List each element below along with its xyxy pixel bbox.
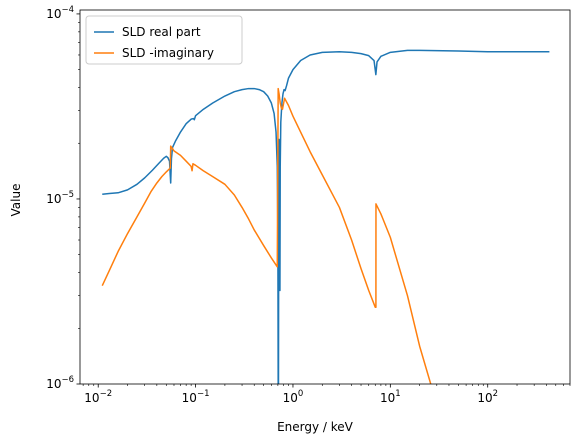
plot-frame: [79, 9, 571, 385]
x-axis: 10−2 10−1 100 101 102: [82, 384, 571, 405]
legend: SLD real part SLD -imaginary: [85, 15, 243, 65]
legend-label-0: SLD real part: [122, 25, 201, 39]
y-axis: 10−6 10−5 10−4: [46, 5, 80, 391]
x-tick-label: 100: [283, 389, 304, 405]
plot-area: [79, 9, 571, 385]
series-line-0: [102, 49, 550, 384]
y-tick-label: 10−5: [46, 190, 74, 206]
y-tick-label: 10−6: [46, 375, 74, 391]
x-tick-label: 10−2: [84, 389, 112, 405]
legend-box: [85, 15, 243, 65]
x-tick-label: 101: [380, 389, 401, 405]
y-axis-label: Value: [9, 184, 23, 217]
x-tick-label: 102: [477, 389, 498, 405]
x-axis-label: Energy / keV: [277, 420, 354, 434]
x-tick-label: 10−1: [182, 389, 210, 405]
legend-label-1: SLD -imaginary: [122, 46, 214, 60]
series-line-1: [101, 87, 432, 384]
y-tick-label: 10−4: [46, 5, 74, 21]
